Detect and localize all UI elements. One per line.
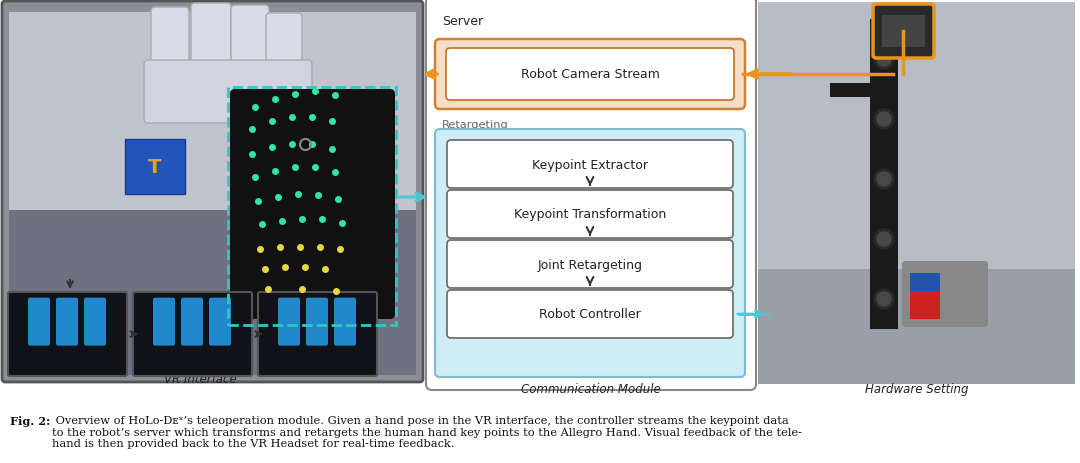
- FancyBboxPatch shape: [210, 298, 231, 346]
- Circle shape: [874, 50, 894, 70]
- FancyBboxPatch shape: [334, 298, 356, 346]
- Text: Retargeting: Retargeting: [442, 120, 509, 130]
- Text: Joint Retargeting: Joint Retargeting: [538, 258, 643, 271]
- FancyBboxPatch shape: [56, 298, 78, 346]
- Bar: [228, 88, 396, 325]
- FancyBboxPatch shape: [9, 13, 416, 211]
- Bar: [870, 20, 897, 329]
- FancyBboxPatch shape: [447, 290, 733, 338]
- Circle shape: [877, 173, 891, 187]
- FancyBboxPatch shape: [266, 14, 302, 77]
- FancyBboxPatch shape: [2, 2, 423, 382]
- FancyBboxPatch shape: [902, 262, 988, 327]
- Text: Robot Camera Stream: Robot Camera Stream: [521, 69, 660, 81]
- Text: Server: Server: [442, 15, 483, 28]
- Circle shape: [877, 113, 891, 127]
- Bar: [125, 140, 185, 194]
- FancyBboxPatch shape: [447, 141, 733, 188]
- FancyBboxPatch shape: [231, 6, 269, 80]
- Text: Feedback Loop: Feedback Loop: [442, 38, 527, 48]
- Bar: [831, 83, 872, 97]
- FancyBboxPatch shape: [447, 191, 733, 238]
- Circle shape: [874, 110, 894, 130]
- Circle shape: [874, 289, 894, 309]
- FancyBboxPatch shape: [181, 298, 203, 346]
- FancyBboxPatch shape: [133, 292, 252, 376]
- FancyBboxPatch shape: [873, 5, 934, 59]
- FancyBboxPatch shape: [151, 8, 189, 76]
- FancyBboxPatch shape: [306, 298, 328, 346]
- Text: Keypoint Transformation: Keypoint Transformation: [514, 208, 666, 221]
- Bar: [910, 274, 940, 291]
- FancyBboxPatch shape: [28, 298, 50, 346]
- Bar: [882, 16, 924, 48]
- FancyBboxPatch shape: [230, 90, 395, 319]
- FancyBboxPatch shape: [435, 40, 745, 110]
- Text: Communication Module: Communication Module: [522, 383, 661, 396]
- Text: Hardware Setting: Hardware Setting: [865, 383, 969, 396]
- Text: T: T: [148, 158, 162, 176]
- Circle shape: [877, 53, 891, 67]
- FancyBboxPatch shape: [426, 0, 756, 390]
- FancyBboxPatch shape: [191, 4, 231, 80]
- FancyBboxPatch shape: [446, 49, 734, 101]
- Circle shape: [877, 292, 891, 307]
- Circle shape: [874, 230, 894, 250]
- Circle shape: [877, 232, 891, 246]
- Text: Fig. 2:: Fig. 2:: [10, 415, 51, 426]
- FancyBboxPatch shape: [8, 292, 127, 376]
- Circle shape: [874, 169, 894, 189]
- Text: Keypoint Extractor: Keypoint Extractor: [532, 158, 648, 171]
- FancyBboxPatch shape: [447, 240, 733, 288]
- Text: Robot Controller: Robot Controller: [539, 308, 640, 321]
- FancyBboxPatch shape: [144, 61, 312, 124]
- FancyBboxPatch shape: [278, 298, 300, 346]
- Bar: [910, 291, 940, 319]
- FancyBboxPatch shape: [435, 130, 745, 377]
- FancyBboxPatch shape: [258, 292, 377, 376]
- Text: VR Interface: VR Interface: [164, 373, 237, 386]
- FancyBboxPatch shape: [758, 3, 1075, 270]
- Text: Overview of HᴏLᴏ-Dᴇˣ’s teleoperation module. Given a hand pose in the VR interfa: Overview of HᴏLᴏ-Dᴇˣ’s teleoperation mod…: [52, 415, 802, 448]
- FancyBboxPatch shape: [84, 298, 106, 346]
- FancyBboxPatch shape: [153, 298, 175, 346]
- FancyBboxPatch shape: [9, 211, 416, 375]
- FancyBboxPatch shape: [758, 3, 1075, 384]
